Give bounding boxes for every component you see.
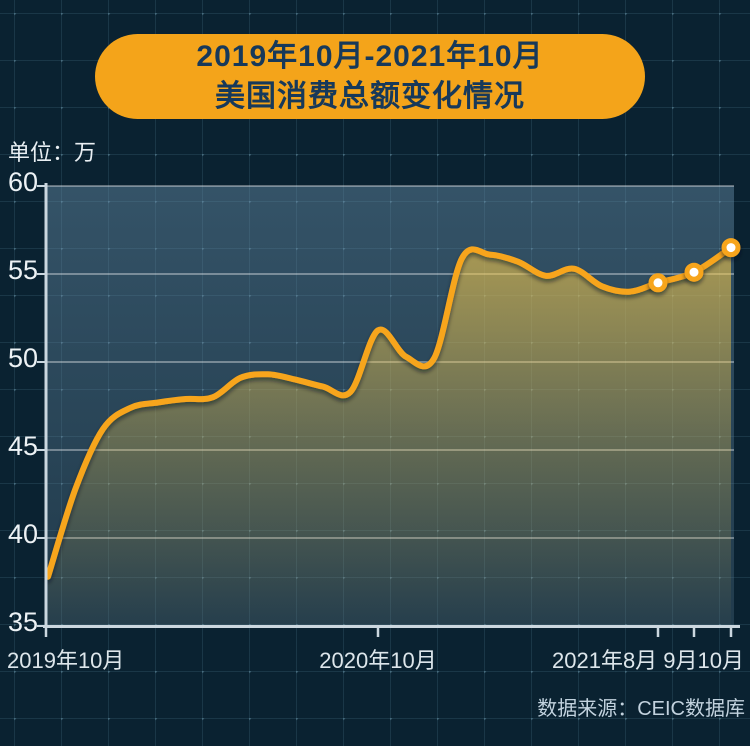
y-tick-label-55: 55 — [7, 255, 38, 285]
x-axis-label-2020-10: 2020年10月 — [319, 648, 437, 673]
y-axis-unit-label: 单位：万 — [8, 140, 97, 165]
axes — [37, 183, 740, 637]
y-tick-label-60: 60 — [7, 167, 38, 197]
chart-title-line2: 美国消费总额变化情况 — [215, 79, 525, 113]
line-series — [45, 244, 734, 580]
x-axis-label-2021-months: 2021年8月 9月10月 — [552, 648, 744, 673]
area-series — [48, 247, 731, 626]
data-source-note: 数据来源：CEIC数据库 — [537, 698, 745, 720]
x-axis-label-2019-10: 2019年10月 — [7, 648, 125, 673]
y-tick-label-50: 50 — [7, 343, 38, 373]
chart-title-line1: 2019年10月-2021年10月 — [196, 39, 544, 73]
data-point-markers — [648, 238, 741, 293]
y-tick-label-45: 45 — [7, 431, 38, 461]
y-tick-label-35: 35 — [7, 607, 38, 637]
y-tick-label-40: 40 — [7, 519, 38, 549]
chart-title-badge: 2019年10月-2021年10月 美国消费总额变化情况 — [95, 34, 645, 119]
